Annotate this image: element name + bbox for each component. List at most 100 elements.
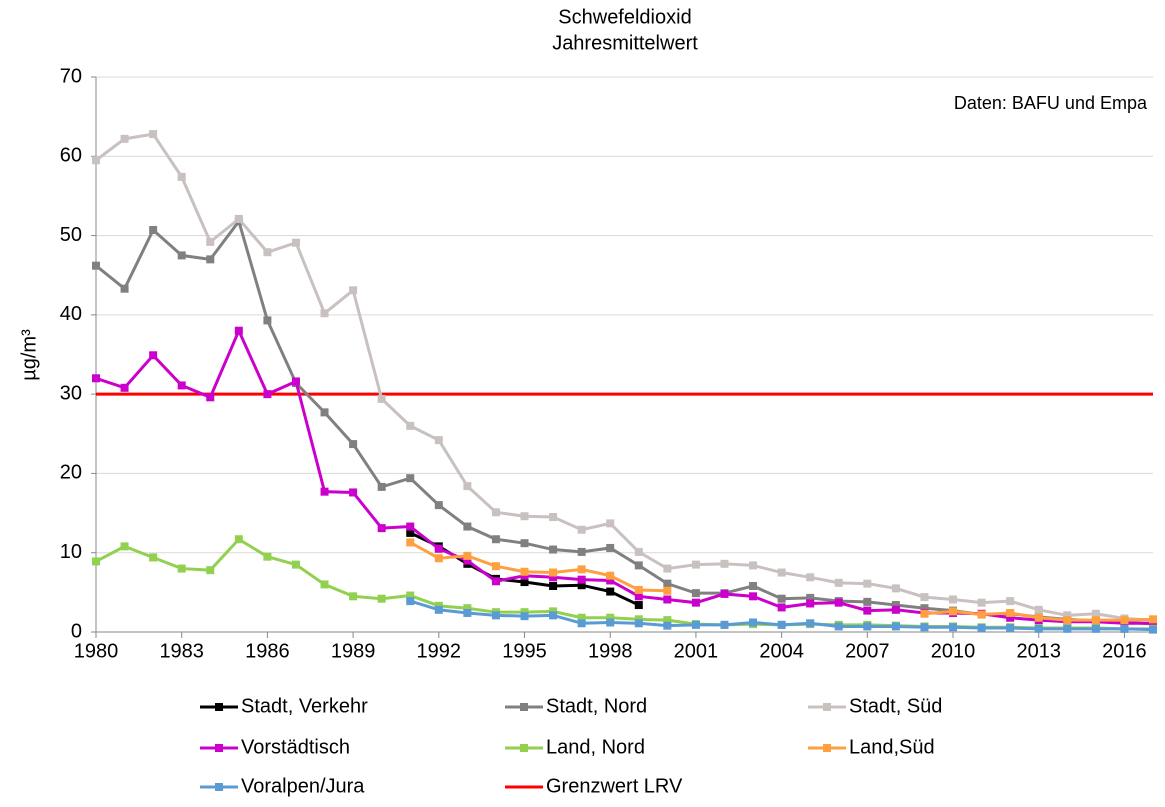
data-point [606, 543, 615, 552]
x-tick-label: 2001 [674, 640, 719, 662]
legend-marker [520, 744, 528, 752]
data-point [491, 577, 500, 586]
data-point [1063, 624, 1072, 633]
data-point [891, 622, 900, 631]
data-point [92, 374, 100, 383]
data-point [691, 560, 700, 569]
data-point [777, 568, 786, 577]
data-point [663, 579, 672, 588]
legend-label: Stadt, Süd [849, 695, 942, 717]
data-point [663, 564, 672, 573]
data-point [291, 560, 300, 569]
x-tick-label: 2016 [1102, 640, 1147, 662]
data-point [120, 383, 129, 392]
data-point [377, 394, 386, 403]
data-point [263, 552, 272, 561]
data-point [606, 519, 615, 528]
data-point [491, 535, 500, 544]
data-point [463, 551, 472, 560]
data-point [263, 248, 272, 257]
x-tick-label: 1998 [588, 640, 633, 662]
data-point [777, 594, 786, 603]
data-point [949, 607, 958, 616]
data-point [577, 525, 586, 534]
data-point [377, 482, 386, 491]
data-point [320, 309, 329, 318]
data-point [263, 316, 272, 325]
y-axis-label: µg/m³ [18, 329, 40, 381]
x-tick-label: 1989 [331, 640, 376, 662]
data-point [1120, 624, 1129, 633]
data-point [177, 564, 186, 573]
data-point [891, 605, 900, 614]
data-point [320, 580, 329, 589]
data-point [120, 542, 129, 551]
data-point [149, 130, 158, 139]
legend-marker [215, 703, 223, 711]
data-point [1034, 613, 1043, 622]
x-tick-label: 1983 [159, 640, 204, 662]
data-point [463, 556, 472, 565]
legend-label: Stadt, Verkehr [241, 695, 368, 717]
data-point [549, 545, 558, 554]
legend-marker [520, 703, 528, 711]
data-point [520, 578, 529, 587]
data-point [606, 618, 615, 627]
data-point [434, 605, 443, 614]
data-point [720, 620, 729, 629]
data-point [863, 606, 872, 615]
y-tick-label: 0 [71, 620, 82, 642]
data-point [891, 601, 900, 610]
data-point [949, 623, 958, 632]
data-point [549, 582, 558, 591]
data-point [863, 597, 872, 606]
x-tick-label: 2010 [931, 640, 976, 662]
data-point [806, 573, 815, 582]
data-point [920, 604, 929, 613]
data-point [549, 611, 558, 620]
y-tick-label: 20 [60, 462, 82, 484]
data-point [463, 522, 472, 531]
data-point [949, 595, 958, 604]
data-point [520, 539, 529, 548]
data-point [1091, 616, 1100, 625]
data-point [606, 571, 615, 580]
data-point [234, 535, 243, 544]
data-point [577, 565, 586, 574]
data-point [406, 522, 415, 531]
data-point [549, 573, 558, 582]
data-point [663, 586, 672, 595]
data-point [663, 621, 672, 630]
data-point [1006, 608, 1015, 617]
x-tick-label: 1992 [417, 640, 462, 662]
data-point [834, 622, 843, 631]
data-point [520, 612, 529, 621]
data-point [749, 582, 758, 591]
data-point [720, 589, 729, 598]
data-point [749, 618, 758, 627]
data-point [177, 381, 186, 390]
data-point [1034, 605, 1043, 614]
legend-label: Voralpen/Jura [241, 775, 365, 797]
data-point [491, 611, 500, 620]
data-point [406, 474, 415, 483]
data-point [577, 575, 586, 584]
data-point [234, 326, 243, 335]
y-tick-label: 60 [60, 145, 82, 167]
data-point [891, 584, 900, 593]
legend-label: Land, Nord [546, 736, 645, 758]
data-point [291, 238, 300, 247]
data-point [977, 598, 986, 607]
data-point [1034, 624, 1043, 633]
data-point [720, 559, 729, 568]
data-point [663, 595, 672, 604]
data-point [1006, 624, 1015, 633]
y-tick-label: 10 [60, 541, 82, 563]
data-point [120, 134, 129, 143]
data-point [1006, 613, 1015, 622]
data-point [149, 226, 158, 235]
data-point [691, 598, 700, 607]
data-point [406, 528, 415, 537]
data-point [320, 408, 329, 417]
data-point [320, 487, 329, 496]
